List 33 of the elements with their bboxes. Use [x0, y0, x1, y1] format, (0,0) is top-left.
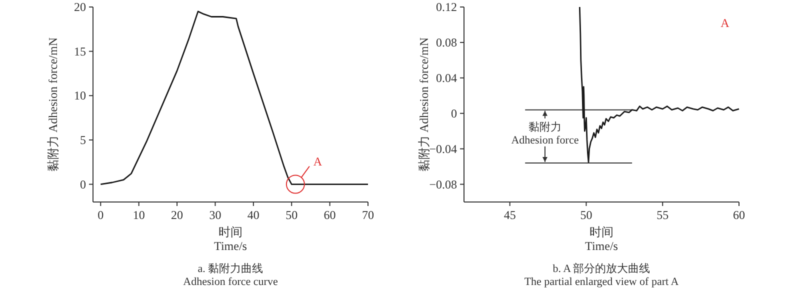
y-axis-title: 黏附力 Adhesion force/mN [417, 37, 431, 172]
x-tick-label: 30 [209, 208, 222, 222]
x-tick-label: 40 [247, 208, 260, 222]
x-tick-label: 60 [733, 208, 745, 222]
x-axis-title: 时间 Time/s [585, 225, 618, 253]
x-tick-label: 50 [580, 208, 592, 222]
x-tick-label: 70 [362, 208, 374, 222]
y-tick-label: 0.04 [436, 70, 457, 85]
line-series [578, 6, 740, 163]
x-tick-label: 10 [132, 208, 145, 222]
x-tick-label: 45 [504, 208, 516, 222]
x-tick-label: 55 [656, 208, 669, 222]
y-tick-label: 5 [80, 132, 86, 147]
y-tick-label: 10 [74, 88, 86, 103]
x-tick-label: 50 [286, 208, 298, 222]
y-tick-label: 0.08 [436, 35, 457, 50]
y-tick-label: 0 [80, 177, 86, 192]
y-tick-label: 20 [74, 0, 86, 14]
x-axis-title: 时间 Time/s [214, 225, 248, 253]
x-tick-label: 20 [171, 208, 184, 222]
y-tick-label: −0.08 [429, 177, 457, 192]
text: a. 黏附力曲线 Adhesion force curve [183, 262, 278, 288]
annotation: A [720, 16, 730, 30]
y-tick-label: −0.04 [429, 142, 457, 156]
annotation: A [313, 154, 322, 168]
y-tick-label: 0.12 [436, 0, 457, 14]
x-tick-label: 0 [98, 208, 104, 222]
y-axis-title: 黏附力 Adhesion force/mN [46, 37, 60, 172]
y-tick-label: 15 [74, 44, 86, 58]
legend-label: 黏附力 Adhesion force [511, 120, 579, 146]
text: b. A 部分的放大曲线 The partial enlarged view of part A [524, 262, 679, 288]
x-tick-label: 60 [324, 208, 336, 222]
y-tick-label: 0 [451, 106, 457, 120]
